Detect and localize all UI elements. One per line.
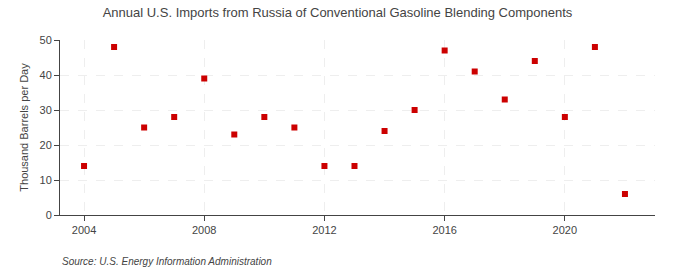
- svg-text:0: 0: [46, 209, 52, 221]
- svg-text:2016: 2016: [432, 224, 456, 236]
- svg-text:50: 50: [40, 34, 52, 46]
- svg-text:40: 40: [40, 69, 52, 81]
- svg-text:20: 20: [40, 139, 52, 151]
- svg-text:Thousand Barrels per Day: Thousand Barrels per Day: [18, 63, 30, 192]
- svg-text:Annual U.S. Imports from Russi: Annual U.S. Imports from Russia of Conve…: [103, 5, 573, 20]
- svg-text:2012: 2012: [312, 224, 336, 236]
- svg-text:2008: 2008: [192, 224, 216, 236]
- svg-text:2004: 2004: [72, 224, 96, 236]
- svg-text:10: 10: [40, 174, 52, 186]
- svg-text:30: 30: [40, 104, 52, 116]
- svg-text:2020: 2020: [553, 224, 577, 236]
- svg-text:Source: U.S. Energy Informatio: Source: U.S. Energy Information Administ…: [62, 256, 272, 267]
